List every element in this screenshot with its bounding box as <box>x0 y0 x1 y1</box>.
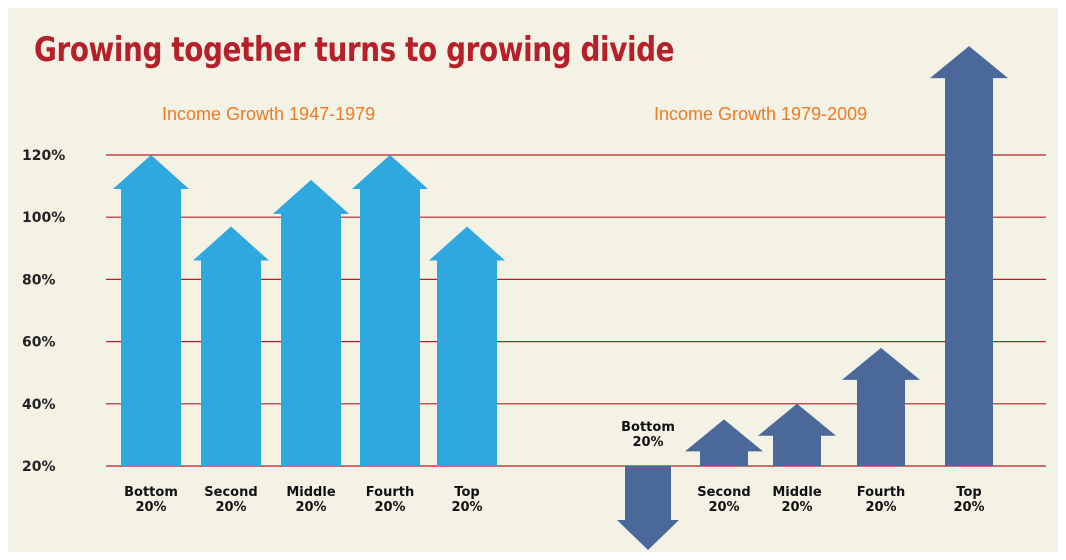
arrow-1947-1979-bottom <box>113 155 189 466</box>
arrow-1979-2009-middle <box>758 403 836 466</box>
category-label-1979-2009-bottom: Bottom 20% <box>621 420 675 450</box>
left-subtitle: Income Growth 1947-1979 <box>162 104 376 124</box>
right-subtitle: Income Growth 1979-2009 <box>654 104 868 124</box>
category-label-1979-2009-middle: Middle 20% <box>772 485 821 515</box>
arrow-1947-1979-middle <box>273 179 349 466</box>
category-label-1947-1979-bottom: Bottom 20% <box>124 485 178 515</box>
arrow-1979-2009-second <box>685 419 763 466</box>
category-label-1947-1979-fourth: Fourth 20% <box>366 485 414 515</box>
category-label-1947-1979-second: Second 20% <box>204 485 257 515</box>
category-label-1947-1979-middle: Middle 20% <box>286 485 335 515</box>
category-label-1947-1979-top: Top 20% <box>451 485 482 515</box>
arrow-1947-1979-second <box>193 226 269 466</box>
arrow-1947-1979-fourth <box>352 155 428 466</box>
y-tick-label: 80% <box>22 272 56 288</box>
y-tick-label: 20% <box>22 459 56 475</box>
arrow-1979-2009-top <box>930 46 1008 467</box>
category-label-1979-2009-top: Top 20% <box>953 485 984 515</box>
y-tick-label: 120% <box>22 148 65 164</box>
category-label-1979-2009-fourth: Fourth 20% <box>857 485 905 515</box>
arrow-1979-2009-fourth <box>842 347 920 466</box>
arrow-1947-1979-top <box>429 226 505 466</box>
y-tick-label: 60% <box>22 335 56 351</box>
y-tick-label: 100% <box>22 210 65 226</box>
category-label-1979-2009-second: Second 20% <box>697 485 750 515</box>
chart-title: Growing together turns to growing divide <box>34 30 675 70</box>
y-tick-label: 40% <box>22 397 56 413</box>
arrow-1979-2009-bottom <box>617 466 679 550</box>
